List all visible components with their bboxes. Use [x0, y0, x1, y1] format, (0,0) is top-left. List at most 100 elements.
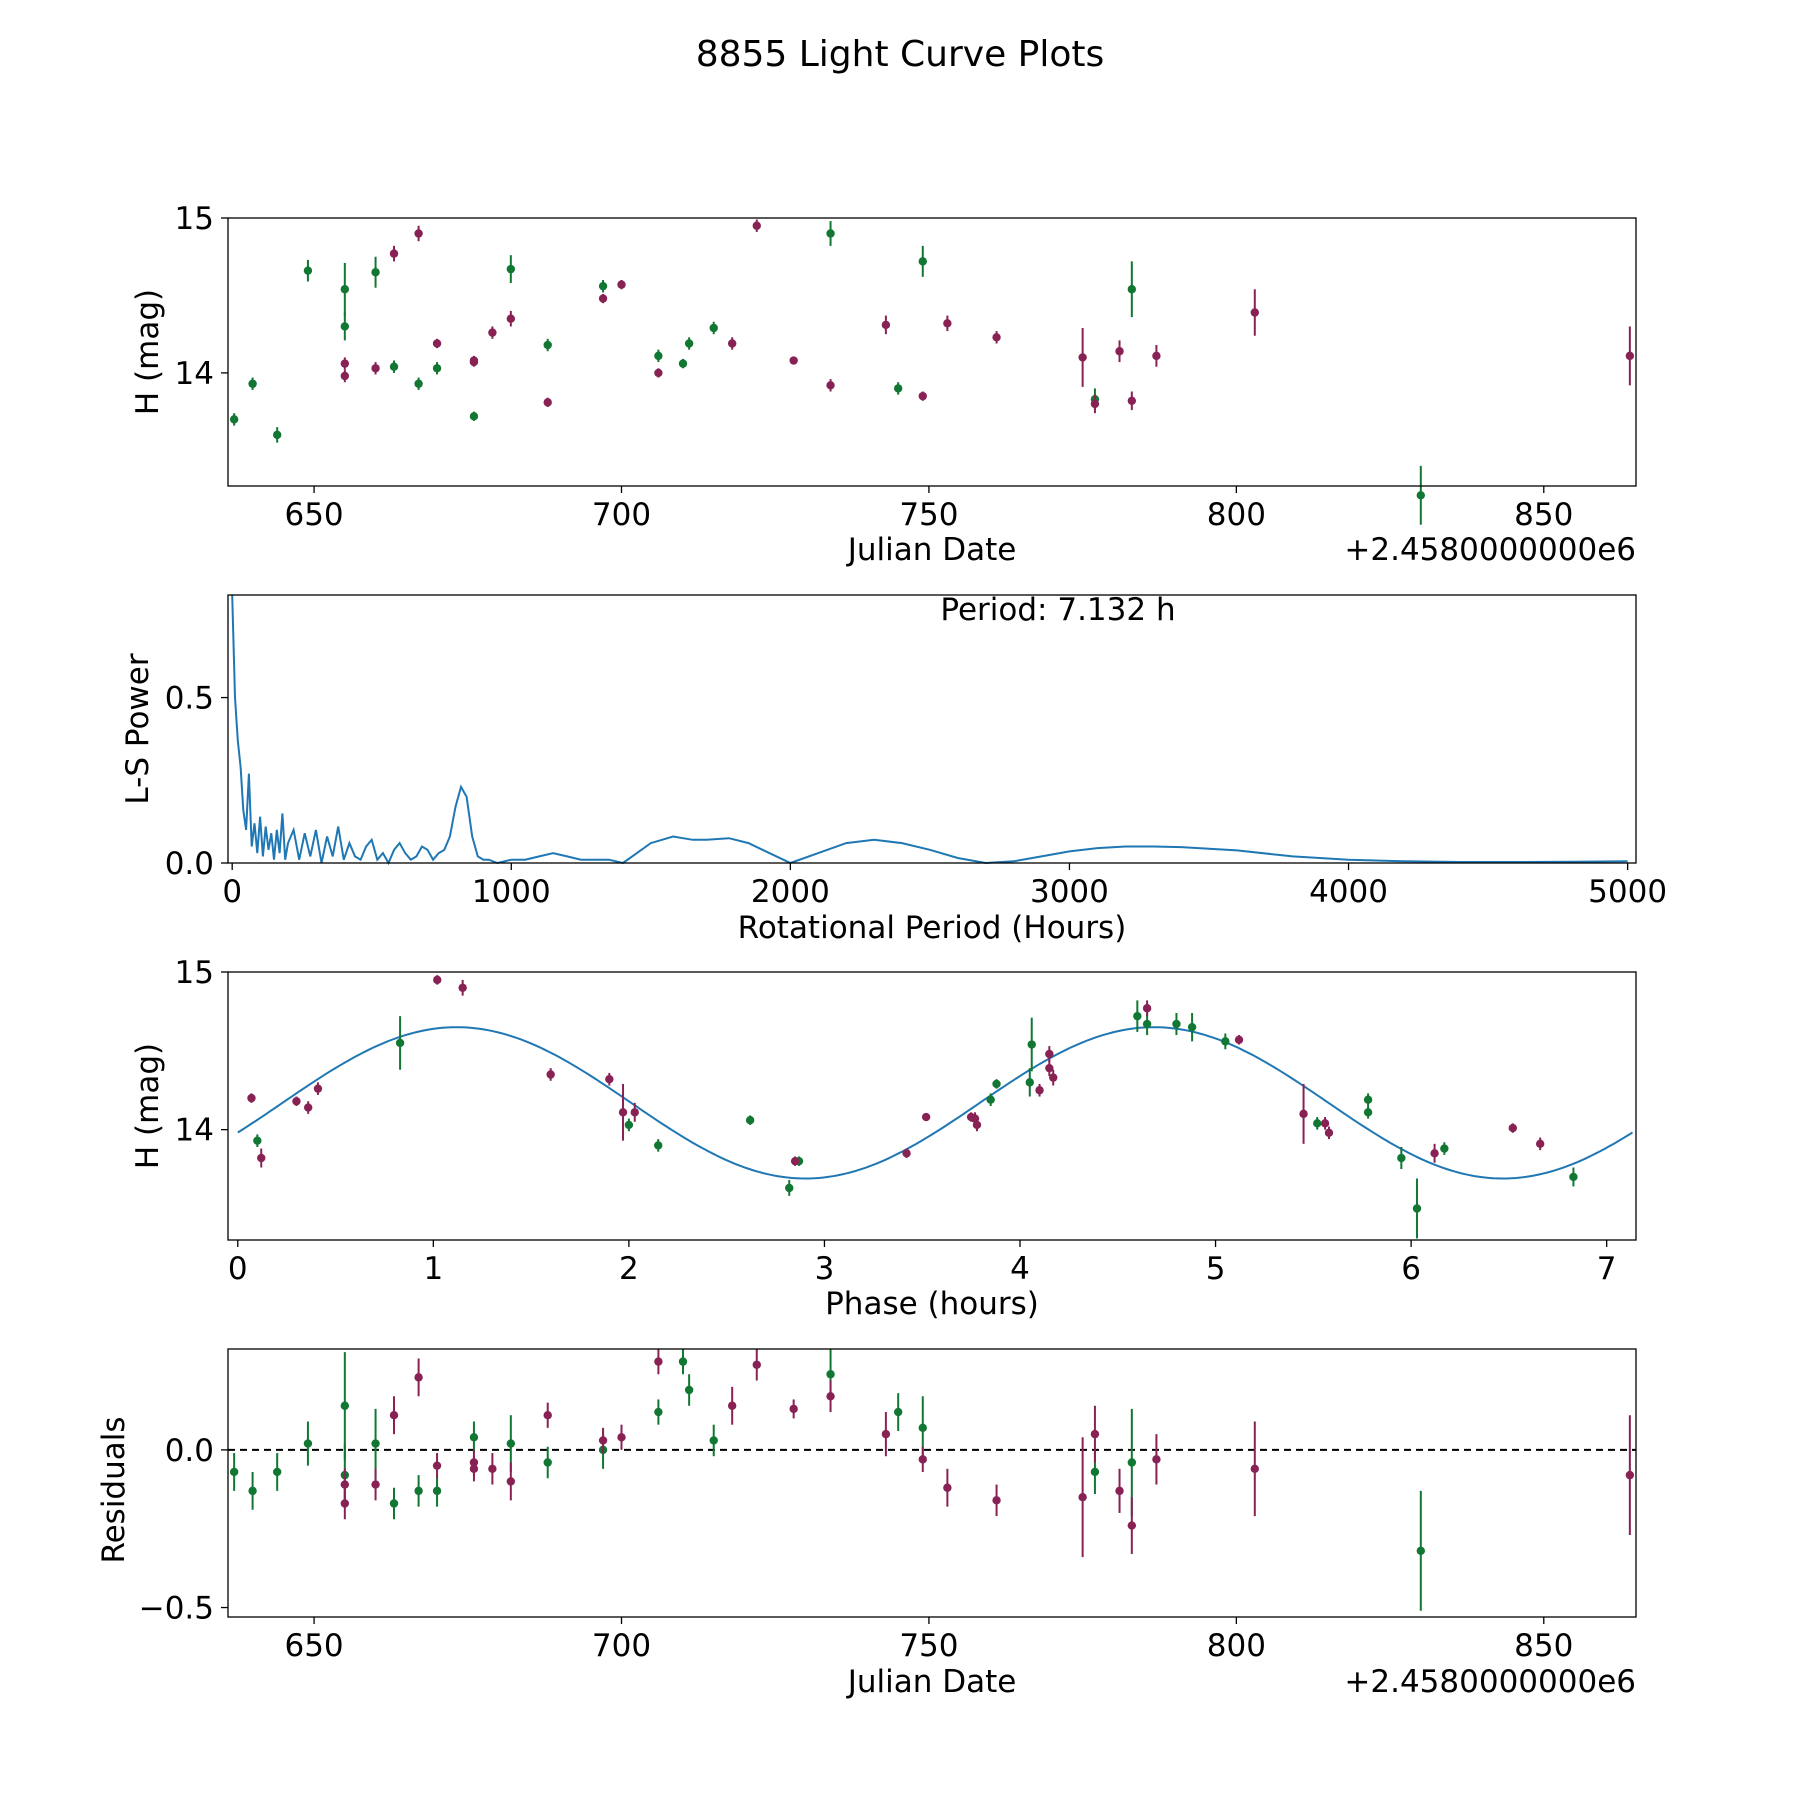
light-curve-green-point: [272, 427, 282, 443]
data-marker: [709, 323, 718, 333]
light-curve-purple-point: [1250, 289, 1259, 336]
data-marker: [790, 1156, 800, 1166]
phase-folded-purple-point: [1045, 1046, 1054, 1062]
data-marker: [1324, 1128, 1334, 1138]
data-marker: [1090, 1429, 1100, 1439]
data-marker: [543, 1411, 552, 1420]
data-marker: [546, 1070, 555, 1079]
residuals-green-point: [684, 1374, 694, 1406]
residuals-green-point: [893, 1393, 903, 1431]
light-curve-purple-point: [469, 357, 479, 367]
light-curve-x-tick-label: 650: [284, 497, 343, 533]
data-marker: [543, 398, 552, 407]
data-marker: [389, 249, 399, 258]
phase-folded-green-point: [624, 1118, 634, 1132]
phase-folded-green-point: [1313, 1117, 1322, 1130]
phase-folded-x-tick-label: 3: [815, 1251, 835, 1287]
data-marker: [785, 1183, 794, 1193]
residuals-green-point: [340, 1352, 350, 1460]
periodogram-y-tick-label: 0.0: [165, 846, 214, 882]
phase-folded-purple-point: [1508, 1123, 1518, 1133]
data-marker: [881, 320, 891, 330]
data-marker: [1416, 1546, 1426, 1555]
data-marker: [972, 1120, 982, 1130]
phase-folded-green-point: [654, 1139, 663, 1152]
data-marker: [303, 266, 313, 275]
light-curve-purple-point: [918, 391, 927, 401]
data-marker: [893, 1407, 903, 1417]
data-marker: [943, 319, 952, 328]
data-marker: [918, 1455, 927, 1464]
light-curve-purple-point: [1090, 394, 1100, 414]
residuals-purple-point: [371, 1468, 380, 1501]
data-marker: [826, 229, 835, 238]
data-marker: [389, 362, 399, 371]
residuals-purple-point: [789, 1399, 798, 1419]
data-marker: [902, 1149, 911, 1158]
data-marker: [1090, 399, 1100, 409]
data-marker: [598, 1436, 608, 1445]
residuals-green-point: [229, 1453, 239, 1491]
data-marker: [654, 1407, 663, 1417]
phase-folded-purple-point: [313, 1082, 323, 1095]
data-marker: [618, 1108, 628, 1117]
data-marker: [1313, 1119, 1322, 1128]
data-marker: [488, 328, 497, 337]
residuals-purple-point: [943, 1468, 952, 1507]
data-marker: [432, 339, 442, 348]
data-marker: [1078, 353, 1087, 362]
data-marker: [654, 1141, 663, 1150]
light-curve-green-point: [678, 358, 688, 369]
residuals-y-label: Residuals: [96, 1416, 132, 1563]
data-marker: [1508, 1123, 1518, 1133]
periodogram-annotation: Period: 7.132 h: [940, 592, 1175, 628]
data-marker: [1187, 1022, 1197, 1032]
residuals-green-point: [654, 1399, 663, 1425]
data-marker: [1397, 1153, 1406, 1163]
phase-folded-x-tick-label: 0: [228, 1251, 248, 1287]
light-curve-frame: [227, 217, 1637, 487]
residuals-purple-point: [826, 1380, 835, 1413]
residuals-purple-point: [654, 1349, 663, 1375]
phase-folded-purple-point: [605, 1072, 614, 1086]
phase-folded-purple-point: [303, 1101, 313, 1114]
data-marker: [598, 281, 608, 291]
data-marker: [340, 1499, 350, 1508]
phase-folded-purple-point: [1299, 1083, 1308, 1144]
data-marker: [506, 264, 516, 274]
light-curve-green-point: [893, 382, 903, 395]
residuals-purple-point: [488, 1453, 497, 1485]
residuals-green-point: [248, 1471, 257, 1510]
data-marker: [1221, 1037, 1230, 1046]
data-marker: [469, 1464, 479, 1474]
phase-folded-purple-point: [972, 1118, 982, 1132]
residuals-purple-point: [617, 1424, 626, 1450]
data-marker: [752, 221, 761, 230]
phase-folded-purple-point: [618, 1083, 628, 1141]
light-curve-green-point: [432, 362, 442, 375]
phase-folded-green-point: [1142, 1012, 1152, 1036]
residuals-green-point: [469, 1421, 479, 1454]
phase-folded-x-ticks: 0 1 2 3 4 5 6 7: [228, 1240, 1617, 1287]
light-curve-purple-point: [340, 357, 350, 370]
phase-folded-purple-point: [921, 1112, 931, 1122]
periodogram-panel: 0 1000 2000 3000 4000 5000 0.0 0.5 Period: 7.1…: [120, 592, 1667, 946]
phase-folded-green-point: [395, 1016, 405, 1070]
residuals-purple-point: [1078, 1437, 1087, 1558]
phase-folded-green-point: [1025, 1068, 1034, 1097]
phase-folded-green-point: [986, 1093, 995, 1106]
data-marker: [678, 359, 688, 368]
data-marker: [1127, 1458, 1137, 1467]
data-marker: [414, 1373, 423, 1382]
data-marker: [943, 1483, 952, 1492]
phase-folded-purple-point: [257, 1148, 266, 1168]
phase-folded-purple-point: [1324, 1126, 1334, 1140]
residuals-purple-point: [918, 1446, 927, 1472]
phase-folded-purple-point: [1049, 1069, 1058, 1086]
data-marker: [598, 294, 608, 303]
data-marker: [1090, 1467, 1100, 1477]
data-marker: [1412, 1204, 1422, 1213]
data-marker: [992, 1496, 1001, 1505]
light-curve-green-point: [684, 337, 694, 350]
phase-folded-green-point: [1172, 1012, 1181, 1036]
